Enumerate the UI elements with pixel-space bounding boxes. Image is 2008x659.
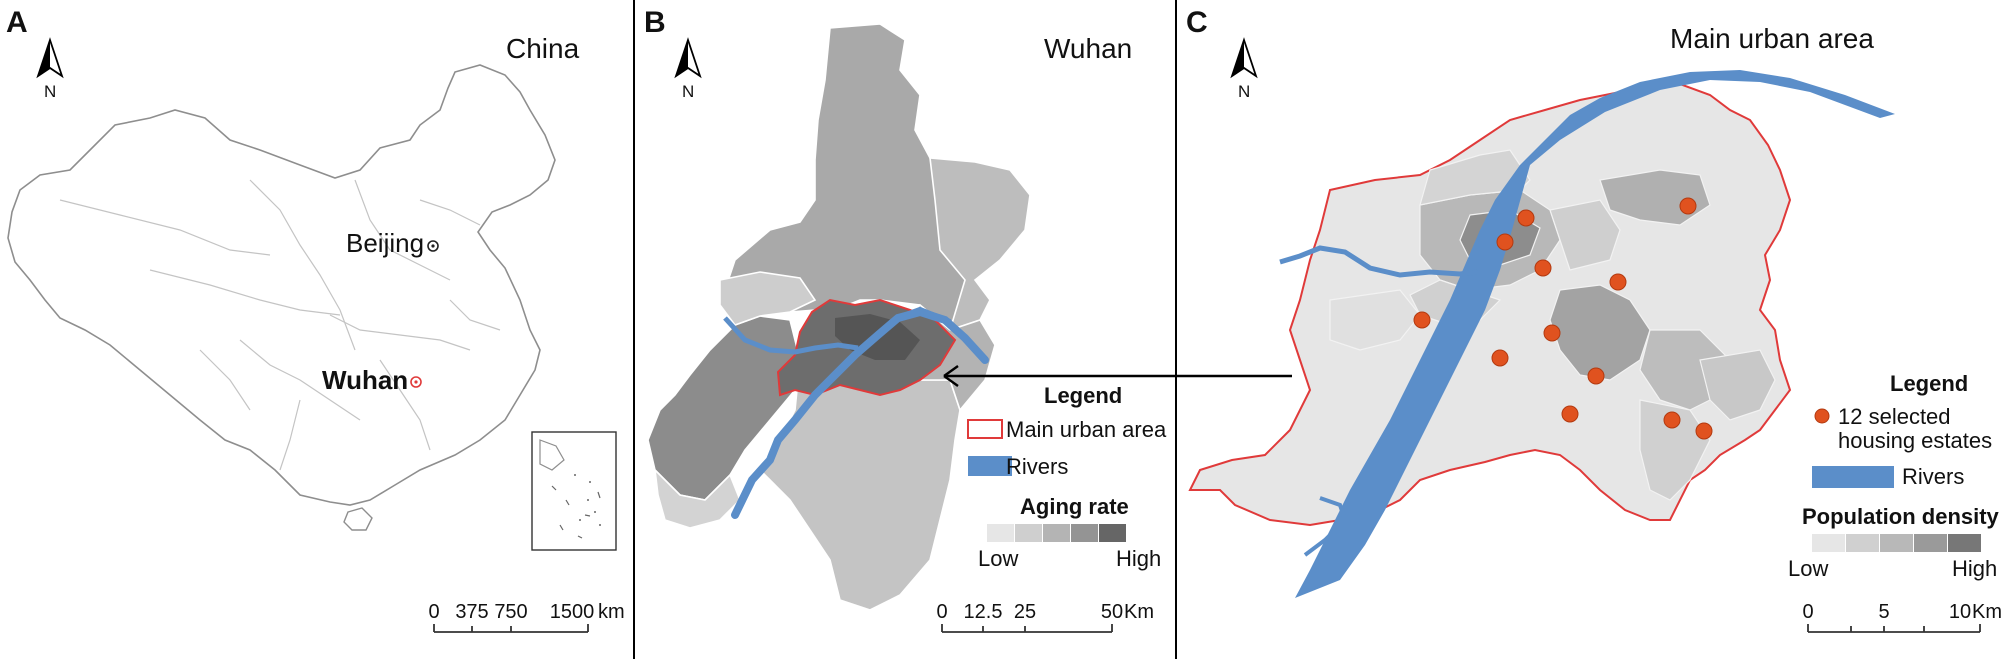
aging-rate-ramp — [987, 524, 1126, 542]
ramp-swatch — [1812, 534, 1845, 552]
scale-b-tick-2: 25 — [1014, 601, 1036, 623]
population-density-ramp — [1812, 534, 1981, 552]
panel-b: B N Wuhan Legend Main urban area Rivers — [644, 6, 1167, 633]
legend-c-low: Low — [1788, 556, 1828, 581]
river-sw-c — [1303, 496, 1348, 557]
panel-c-label: C — [1186, 6, 1208, 39]
ramp-swatch — [1015, 524, 1042, 542]
north-arrow-icon: N — [36, 37, 64, 101]
legend-b-river-label: Rivers — [1006, 454, 1068, 479]
housing-estate-marker — [1517, 209, 1535, 227]
legend-c-estates-line2: housing estates — [1838, 428, 1992, 453]
scale-b-tick-0: 0 — [936, 601, 947, 623]
legend-b-urban-swatch — [967, 419, 1003, 439]
legend-b-high: High — [1116, 546, 1161, 571]
panel-b-label: B — [644, 6, 666, 39]
beijing-marker-icon — [427, 240, 439, 252]
legend-c-estate-icon — [1814, 408, 1830, 424]
zoom-arrow — [943, 365, 1292, 387]
legend-c-estates-line1: 12 selected — [1838, 404, 1951, 429]
housing-estate-marker — [1695, 422, 1713, 440]
housing-estate-marker — [1496, 233, 1514, 251]
scale-bar-c — [1807, 624, 1981, 633]
scale-b-unit: Km — [1124, 601, 1154, 623]
han-river-b — [723, 316, 859, 355]
housing-estate-marker — [1543, 324, 1561, 342]
legend-c-river-label: Rivers — [1902, 464, 1964, 489]
south-china-sea-inset — [531, 431, 617, 551]
city-wuhan: Wuhan — [322, 365, 408, 395]
ramp-swatch — [1880, 534, 1913, 552]
housing-estate-marker — [1413, 311, 1431, 329]
north-letter: N — [1238, 82, 1250, 101]
legend-b-title: Legend — [1044, 383, 1122, 408]
legend-b-river-swatch — [968, 456, 1012, 476]
han-river-c — [1279, 245, 1479, 278]
housing-estates — [1413, 197, 1713, 440]
legend-b-ramp-title: Aging rate — [1020, 494, 1129, 519]
north-arrow-icon: N — [1230, 37, 1258, 101]
district-northeast — [929, 157, 1031, 332]
scale-a-tick-3: 1500 — [550, 601, 595, 623]
district-south — [758, 359, 961, 611]
housing-estate-marker — [1609, 273, 1627, 291]
hainan-island — [343, 507, 373, 531]
ramp-swatch — [1099, 524, 1126, 542]
north-letter: N — [44, 82, 56, 101]
legend-c-title: Legend — [1890, 371, 1968, 396]
wuhan-marker-icon — [410, 376, 422, 388]
legend-c-ramp-title: Population density — [1802, 504, 2000, 529]
scale-b-tick-1: 12.5 — [964, 601, 1003, 623]
city-beijing: Beijing — [346, 228, 424, 258]
housing-estate-marker — [1679, 197, 1697, 215]
housing-estate-marker — [1587, 367, 1605, 385]
housing-estate-marker — [1491, 349, 1509, 367]
ramp-swatch — [1914, 534, 1947, 552]
province-boundaries — [59, 179, 501, 471]
ramp-swatch — [1043, 524, 1070, 542]
panel-a: A N China Beijing — [6, 6, 625, 633]
scale-b-tick-3: 50 — [1101, 601, 1123, 623]
legend-c-high: High — [1952, 556, 1997, 581]
north-arrow-icon: N — [674, 37, 702, 101]
ramp-swatch — [1948, 534, 1981, 552]
housing-estate-marker — [1663, 411, 1681, 429]
scale-a-tick-2: 750 — [494, 601, 527, 623]
scale-bar-a — [433, 624, 589, 633]
panel-b-title: Wuhan — [1044, 33, 1132, 64]
scale-c-tick-0: 0 — [1802, 601, 1813, 623]
yangtze-river-c — [1295, 70, 1895, 598]
scale-c-tick-2: 10 — [1949, 601, 1971, 623]
housing-estate-marker — [1534, 259, 1552, 277]
wuhan-districts — [647, 23, 1031, 611]
ramp-swatch — [1071, 524, 1098, 542]
legend-c-river-swatch — [1812, 466, 1894, 488]
ramp-swatch — [1846, 534, 1879, 552]
scale-a-tick-0: 0 — [428, 601, 439, 623]
panel-c-title: Main urban area — [1670, 23, 1874, 54]
district-northwest — [719, 271, 817, 326]
scale-bar-b — [941, 624, 1113, 633]
china-outline — [7, 64, 556, 506]
panel-a-label: A — [6, 6, 28, 39]
scale-a-unit: km — [598, 601, 625, 623]
housing-estate-marker — [1561, 405, 1579, 423]
district-southwest — [653, 467, 741, 529]
scale-c-unit: Km — [1972, 601, 2002, 623]
legend-b-urban-label: Main urban area — [1006, 417, 1167, 442]
panel-c: C N Main urban area Lege — [1186, 6, 2002, 633]
scale-c-tick-1: 5 — [1878, 601, 1889, 623]
north-letter: N — [682, 82, 694, 101]
scale-a-tick-1: 375 — [455, 601, 488, 623]
yangtze-upper-b — [896, 306, 952, 325]
ramp-swatch — [987, 524, 1014, 542]
panel-a-title: China — [506, 33, 580, 64]
legend-b-low: Low — [978, 546, 1018, 571]
